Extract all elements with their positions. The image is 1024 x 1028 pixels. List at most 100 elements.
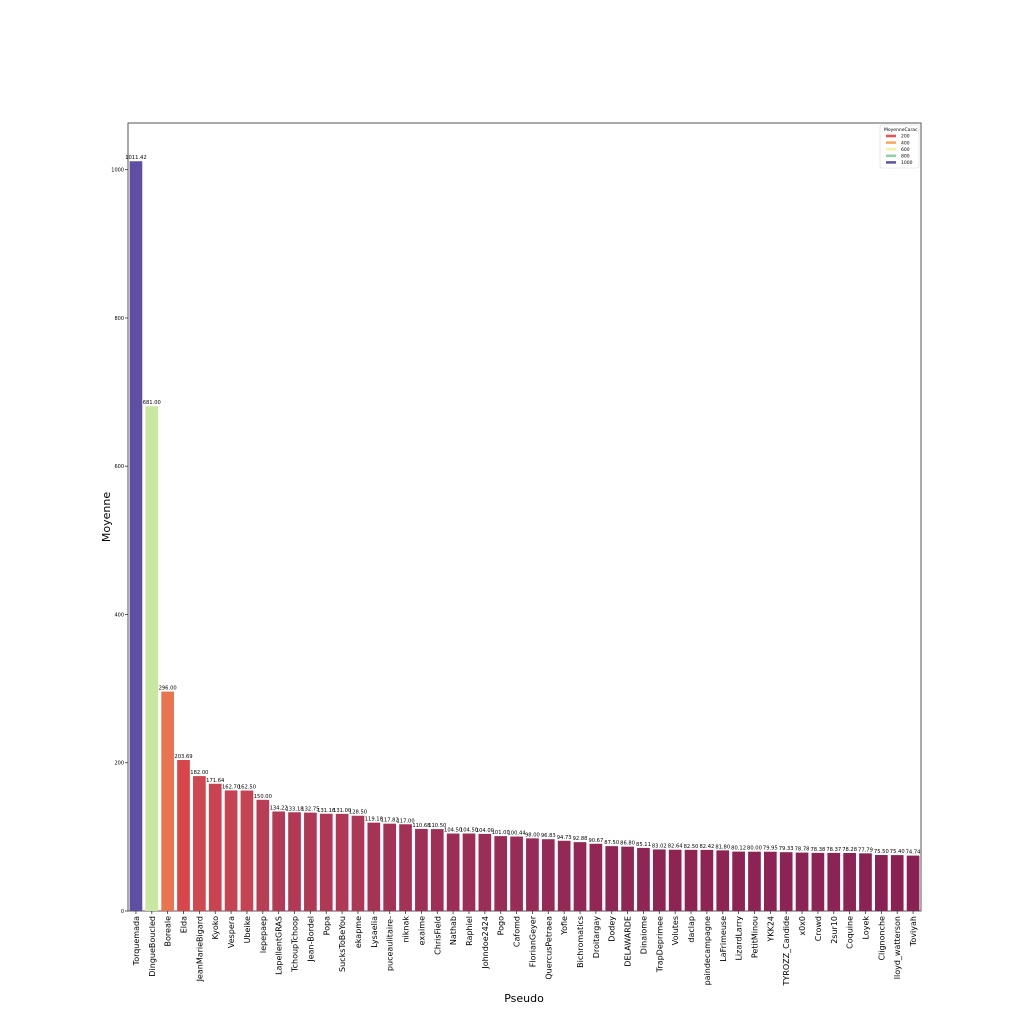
bar-9 — [272, 811, 286, 911]
bar-39 — [748, 851, 761, 911]
bars — [129, 161, 920, 912]
value-label: 119.18 — [365, 817, 383, 823]
bar-40 — [763, 851, 777, 911]
value-label: 100.44 — [507, 831, 526, 837]
value-label: 296.00 — [159, 686, 177, 692]
y-tick-label: 0 — [121, 909, 124, 915]
x-tick-label: Jean-Bordel — [306, 916, 315, 963]
legend-label: 600 — [901, 147, 910, 153]
bar-32 — [637, 847, 650, 911]
value-label: 681.00 — [143, 400, 161, 406]
bar-10 — [288, 812, 301, 911]
x-tick-label: Dinaiome — [639, 916, 648, 954]
bar-46 — [859, 853, 872, 911]
value-label: 81.80 — [715, 844, 730, 850]
value-label: 86.80 — [620, 841, 635, 847]
value-label: 79.33 — [779, 846, 794, 852]
bar-11 — [304, 812, 317, 911]
bar-26 — [541, 839, 555, 911]
x-tick-label: QuercusPetraea — [544, 916, 553, 980]
value-label: 85.11 — [636, 842, 651, 848]
x-tick-label: Pogo — [497, 916, 506, 936]
bar-34 — [668, 849, 682, 911]
bar-8 — [256, 799, 270, 911]
x-tick-label: Elda — [180, 916, 189, 933]
bar-42 — [795, 852, 809, 911]
x-tick-label: Nathab — [449, 916, 458, 945]
bar-21 — [462, 833, 476, 911]
bar-48 — [890, 855, 904, 911]
y-tick-label: 600 — [114, 464, 124, 470]
x-tick-label: niknak — [402, 916, 411, 943]
value-label: 110.50 — [428, 823, 446, 829]
bar-38 — [732, 851, 745, 911]
value-label: 171.64 — [206, 778, 225, 784]
x-tick-label: ChrisField — [433, 916, 442, 955]
x-tick-label: DingueBoucled — [148, 916, 157, 977]
value-label: 132.75 — [301, 807, 319, 813]
bar-29 — [589, 843, 603, 911]
x-tick-label: Clignonche — [877, 916, 886, 961]
bar-24 — [510, 836, 523, 911]
value-label: 74.74 — [906, 850, 922, 856]
bar-7 — [240, 790, 254, 911]
value-label: 133.18 — [285, 806, 303, 812]
bar-5 — [208, 783, 222, 911]
value-labels: 1011.42681.00296.00203.69182.00171.64162… — [125, 155, 921, 855]
bar-17 — [399, 824, 412, 911]
x-tick-label: TchoupTchoop — [291, 916, 300, 973]
x-tick-label: Coquine — [846, 916, 855, 949]
y-tick-label: 200 — [114, 761, 124, 767]
bar-28 — [573, 842, 587, 911]
y-tick-label: 400 — [114, 612, 124, 618]
x-tick-label: Lysaelia — [370, 916, 379, 948]
plot-frame — [127, 122, 922, 912]
x-tick-label: daclap — [687, 916, 696, 943]
value-label: 94.73 — [557, 835, 572, 841]
x-tick-label: FlorianGeyer — [528, 915, 537, 967]
x-tick-label: PetitMinou — [750, 916, 759, 958]
value-label: 82.50 — [684, 844, 699, 850]
y-axis: 0 200 400 600 800 1000 — [111, 168, 128, 915]
bar-13 — [335, 813, 349, 911]
x-tick-label: lloyd_watterson — [893, 916, 902, 979]
value-label: 131.16 — [317, 808, 335, 814]
x-tick-label: LizardLarry — [735, 916, 744, 961]
bar-6 — [224, 790, 238, 911]
bar-47 — [875, 855, 888, 911]
y-tick-label: 1000 — [111, 168, 124, 174]
value-label: 78.37 — [826, 847, 841, 853]
x-tick-label: TYROZZ_Candide — [782, 916, 791, 987]
bar-15 — [367, 822, 381, 911]
bar-23 — [494, 836, 508, 911]
value-label: 101.00 — [492, 830, 510, 836]
x-tick-label: Torquemada — [132, 916, 141, 966]
legend-label: 400 — [901, 140, 910, 146]
x-tick-label: LapellentGRAS — [275, 916, 284, 975]
x-tick-label: Vespera — [227, 916, 236, 948]
bar-44 — [827, 852, 841, 911]
legend-label: 800 — [901, 154, 910, 160]
legend-title: MoyenneCarac — [884, 127, 918, 133]
x-tick-label: ekapme — [354, 916, 363, 948]
legend-label: 1000 — [901, 160, 913, 166]
value-label: 1011.42 — [125, 155, 146, 161]
bar-31 — [621, 846, 634, 911]
value-label: 104.50 — [444, 828, 462, 834]
x-tick-label: paindecampagne — [703, 916, 712, 985]
bar-36 — [700, 849, 714, 911]
value-label: 80.12 — [731, 846, 746, 852]
value-label: 77.79 — [858, 847, 873, 853]
x-tick-label: Johndoe2424 — [481, 916, 490, 970]
legend-label: 200 — [901, 134, 910, 140]
value-label: 117.82 — [381, 818, 399, 824]
y-axis-title: Moyenne — [100, 492, 113, 542]
bar-43 — [811, 852, 825, 911]
x-tick-label: JeanMarieBigard — [195, 916, 204, 982]
value-label: 134.22 — [270, 806, 288, 812]
x-tick-label: Popa — [322, 916, 331, 936]
value-label: 78.78 — [795, 847, 810, 853]
value-label: 104.50 — [460, 828, 478, 834]
x-axis: Torquemada DingueBoucled Boreale Elda JeanMa… — [132, 911, 918, 986]
